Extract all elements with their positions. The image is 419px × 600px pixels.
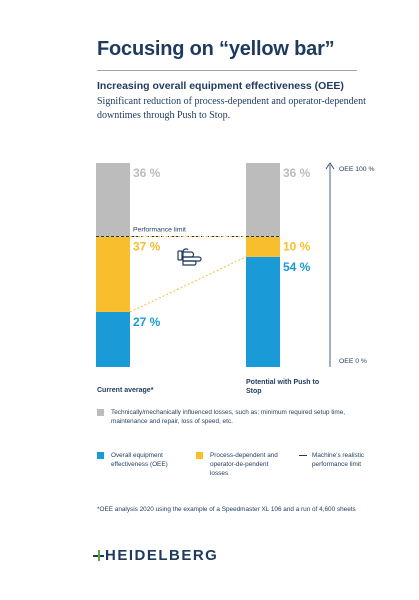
bar-segment-process-potential	[246, 236, 280, 257]
bar-segment-technical-current	[96, 163, 130, 237]
value-label-process-potential: 10 %	[283, 239, 311, 253]
value-label-oee-current: 27 %	[133, 315, 161, 329]
title-divider	[97, 70, 357, 71]
footnote: *OEE analysis 2020 using the example of …	[97, 506, 356, 513]
page-title: Focusing on “yellow bar”	[97, 38, 335, 60]
heidelberg-logo: HEIDELBERG	[93, 547, 218, 564]
bar-segment-oee-potential	[246, 256, 280, 367]
axis-bottom-label: OEE 0 %	[339, 358, 367, 365]
value-label-technical-current: 36 %	[133, 166, 161, 180]
legend-label-limit: Machine’s realistic performance limit	[312, 452, 365, 468]
oee-axis-arrow	[325, 162, 335, 170]
category-label-current: Current average*	[97, 387, 154, 394]
bar-segment-oee-current	[96, 311, 130, 367]
legend-label-technical: Technically/mechanically influenced loss…	[111, 409, 346, 425]
legend-swatch-process	[196, 452, 203, 459]
pointing-hand-icon	[177, 248, 202, 266]
legend-swatch-limit	[299, 455, 307, 457]
legend-swatch-technical	[97, 409, 104, 416]
subheading: Increasing overall equipment effectivene…	[97, 80, 344, 92]
connector-bottom	[129, 256, 247, 313]
bar-segment-process-current	[96, 236, 130, 312]
axis-top-label: OEE 100 %	[339, 166, 375, 173]
bar-segment-technical-potential	[246, 163, 280, 237]
logo-plus-icon	[93, 550, 104, 561]
legend-label-process: Process-dependent and operator-de-penden…	[210, 452, 278, 477]
value-label-process-current: 37 %	[133, 239, 161, 253]
legend-label-oee: Overall equipment effectiveness (OEE)	[111, 452, 168, 468]
logo-text: HEIDELBERG	[105, 547, 219, 564]
performance-limit-label: Performance limit	[133, 226, 186, 233]
subtext: Significant reduction of process-depende…	[97, 96, 366, 121]
value-label-oee-potential: 54 %	[283, 260, 311, 274]
value-label-technical-potential: 36 %	[283, 166, 311, 180]
legend-swatch-oee	[97, 452, 104, 459]
category-label-potential: Potential with Push to Stop	[246, 379, 320, 395]
